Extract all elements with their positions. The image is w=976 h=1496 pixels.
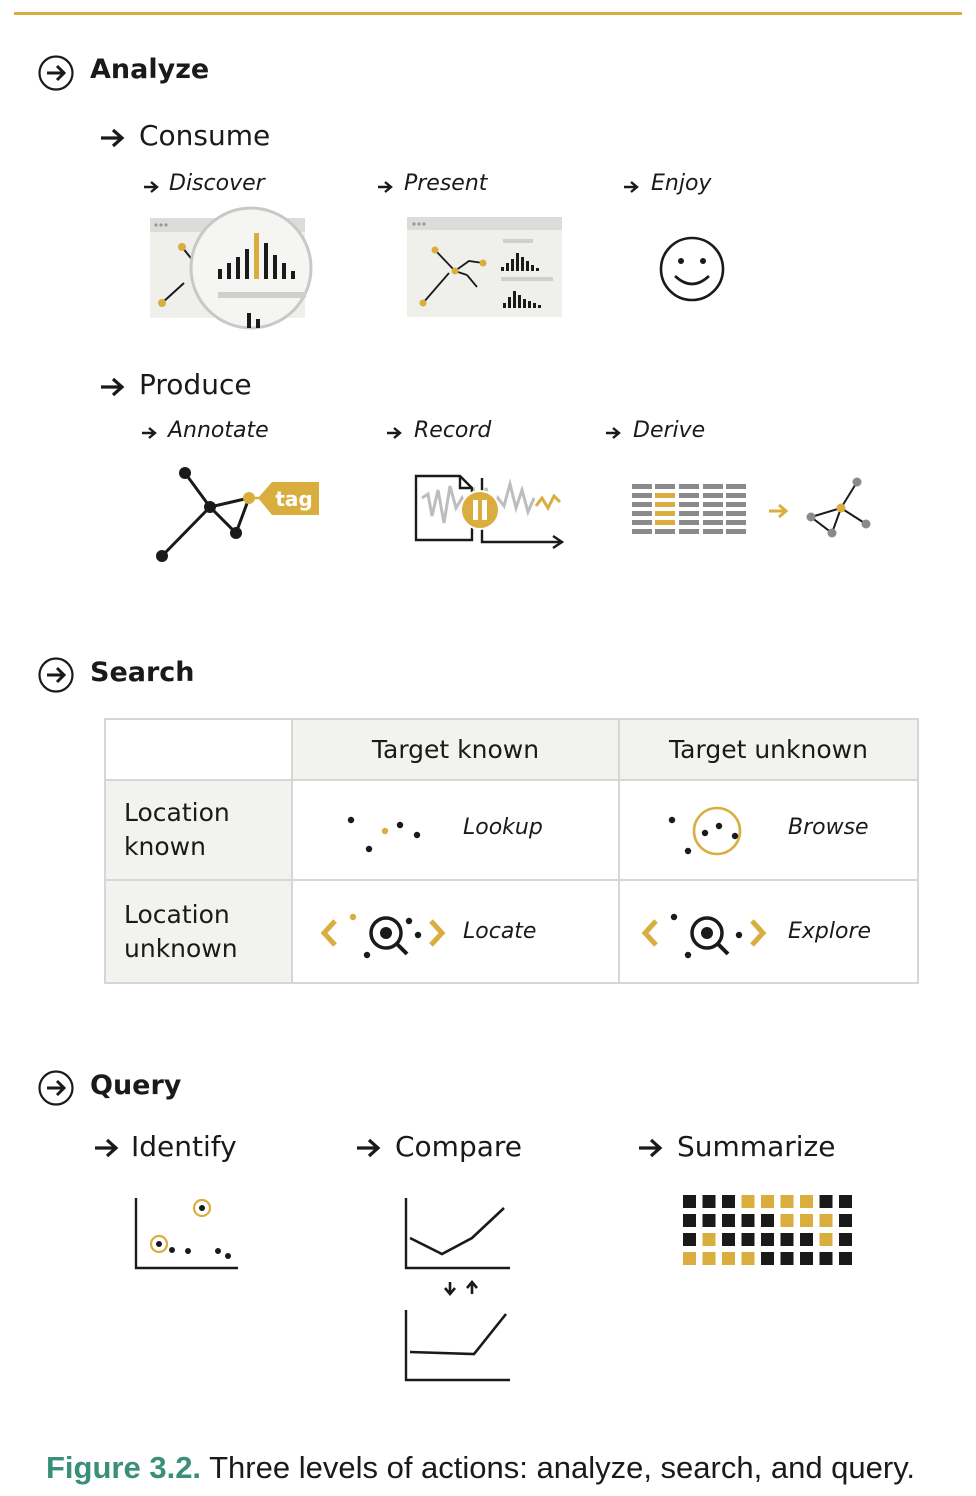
circle-arrow-icon bbox=[38, 1070, 74, 1106]
search-matrix-table: Target known Target unknown Location kno… bbox=[104, 718, 919, 984]
caption-text: Three levels of actions: analyze, search… bbox=[209, 1450, 916, 1485]
summary-grid-cell bbox=[800, 1233, 813, 1246]
arrow-right-icon bbox=[606, 427, 621, 439]
summary-grid-cell bbox=[722, 1195, 735, 1208]
summary-grid-cell bbox=[800, 1214, 813, 1227]
cell-locate: Locate bbox=[291, 879, 620, 984]
summary-grid-cell bbox=[722, 1252, 735, 1265]
annotate-label: Annotate bbox=[168, 418, 269, 443]
summary-grid-cell bbox=[702, 1252, 716, 1265]
summary-grid-cell bbox=[800, 1195, 813, 1208]
scatter-identify-icon bbox=[134, 1198, 238, 1270]
compare-label: Compare bbox=[395, 1130, 523, 1163]
caption-label: Figure 3.2. bbox=[46, 1450, 202, 1485]
derive-label: Derive bbox=[633, 418, 706, 443]
summarize-label: Summarize bbox=[677, 1130, 836, 1163]
summary-grid-cell bbox=[800, 1252, 813, 1265]
summary-grid-cell bbox=[741, 1214, 755, 1227]
dashboard-window-icon bbox=[407, 217, 562, 317]
explore-icon bbox=[641, 913, 767, 959]
two-line-charts-compare-icon bbox=[404, 1198, 510, 1382]
magnifier-over-chart-icon bbox=[150, 206, 313, 330]
summary-grid-cell bbox=[761, 1195, 774, 1208]
summary-grid-cell bbox=[761, 1252, 774, 1265]
summary-grid-cell bbox=[702, 1214, 716, 1227]
summary-grid-cell bbox=[780, 1252, 794, 1265]
cell-lookup: Lookup bbox=[291, 779, 620, 881]
lookup-label: Lookup bbox=[463, 815, 543, 840]
square-grid-summary-icon bbox=[683, 1195, 852, 1265]
figure-caption: Figure 3.2. Three levels of actions: ana… bbox=[46, 1450, 915, 1486]
summary-grid-cell bbox=[722, 1233, 735, 1246]
summary-grid-cell bbox=[683, 1214, 696, 1227]
discover-label: Discover bbox=[169, 171, 265, 196]
arrow-right-icon bbox=[378, 181, 393, 193]
arrow-right-icon bbox=[639, 1138, 663, 1158]
corner-cell bbox=[104, 718, 293, 781]
arrow-right-icon bbox=[387, 427, 402, 439]
arrow-right-icon bbox=[357, 1138, 381, 1158]
lookup-icon bbox=[347, 816, 421, 853]
browse-icon bbox=[668, 806, 742, 856]
summary-grid-cell bbox=[839, 1195, 852, 1208]
summary-grid-cell bbox=[761, 1214, 774, 1227]
col-header-target-known: Target known bbox=[291, 718, 620, 781]
summary-grid-cell bbox=[683, 1233, 696, 1246]
search-title: Search bbox=[90, 657, 195, 688]
summary-grid-cell bbox=[819, 1214, 833, 1227]
summary-grid-cell bbox=[702, 1195, 716, 1208]
row-header-location-known: Location known bbox=[104, 779, 293, 881]
summary-grid-cell bbox=[683, 1252, 696, 1265]
summary-grid-cell bbox=[722, 1214, 735, 1227]
circle-arrow-icon bbox=[38, 55, 74, 91]
summary-grid-cell bbox=[683, 1195, 696, 1208]
consume-title: Consume bbox=[139, 119, 271, 152]
row-header-location-unknown: Location unknown bbox=[104, 879, 293, 984]
enjoy-label: Enjoy bbox=[651, 171, 712, 196]
top-rule bbox=[14, 12, 962, 15]
summary-grid-cell bbox=[780, 1233, 794, 1246]
arrow-right-icon bbox=[144, 181, 159, 193]
summary-grid-cell bbox=[819, 1252, 833, 1265]
summary-grid-cell bbox=[741, 1233, 755, 1246]
cell-explore: Explore bbox=[618, 879, 919, 984]
locate-label: Locate bbox=[463, 919, 537, 944]
summary-grid-cell bbox=[839, 1233, 852, 1246]
arrow-right-icon bbox=[101, 128, 125, 148]
graph-with-tag-icon: tag bbox=[156, 467, 319, 562]
present-label: Present bbox=[404, 171, 488, 196]
summary-grid-cell bbox=[702, 1233, 716, 1246]
summary-grid-cell bbox=[819, 1233, 833, 1246]
summary-grid-cell bbox=[780, 1195, 794, 1208]
browse-label: Browse bbox=[788, 815, 869, 840]
record-label: Record bbox=[414, 418, 492, 443]
row-header-text: Location known bbox=[124, 798, 230, 861]
summary-grid-cell bbox=[839, 1252, 852, 1265]
summary-grid-cell bbox=[741, 1195, 755, 1208]
explore-label: Explore bbox=[788, 919, 872, 944]
summary-grid-cell bbox=[741, 1252, 755, 1265]
smiley-face-icon bbox=[659, 236, 725, 302]
table-to-graph-icon bbox=[632, 477, 871, 538]
tag-text: tag bbox=[275, 487, 312, 511]
arrow-right-icon bbox=[101, 377, 125, 397]
summary-grid-cell bbox=[819, 1195, 833, 1208]
cell-browse: Browse bbox=[618, 779, 919, 881]
produce-title: Produce bbox=[139, 368, 252, 401]
circle-arrow-icon bbox=[38, 657, 74, 693]
recording-signal-icon bbox=[414, 474, 565, 549]
arrow-right-icon bbox=[624, 181, 639, 193]
analyze-title: Analyze bbox=[90, 54, 210, 85]
arrow-right-icon bbox=[95, 1138, 119, 1158]
identify-label: Identify bbox=[131, 1130, 237, 1163]
summary-grid-cell bbox=[780, 1214, 794, 1227]
summary-grid-cell bbox=[839, 1214, 852, 1227]
arrow-right-icon bbox=[142, 427, 157, 439]
query-title: Query bbox=[90, 1070, 182, 1101]
row-header-text: Location unknown bbox=[124, 899, 238, 963]
summary-grid-cell bbox=[761, 1233, 774, 1246]
locate-icon bbox=[320, 913, 446, 959]
col-header-target-unknown: Target unknown bbox=[618, 718, 919, 781]
